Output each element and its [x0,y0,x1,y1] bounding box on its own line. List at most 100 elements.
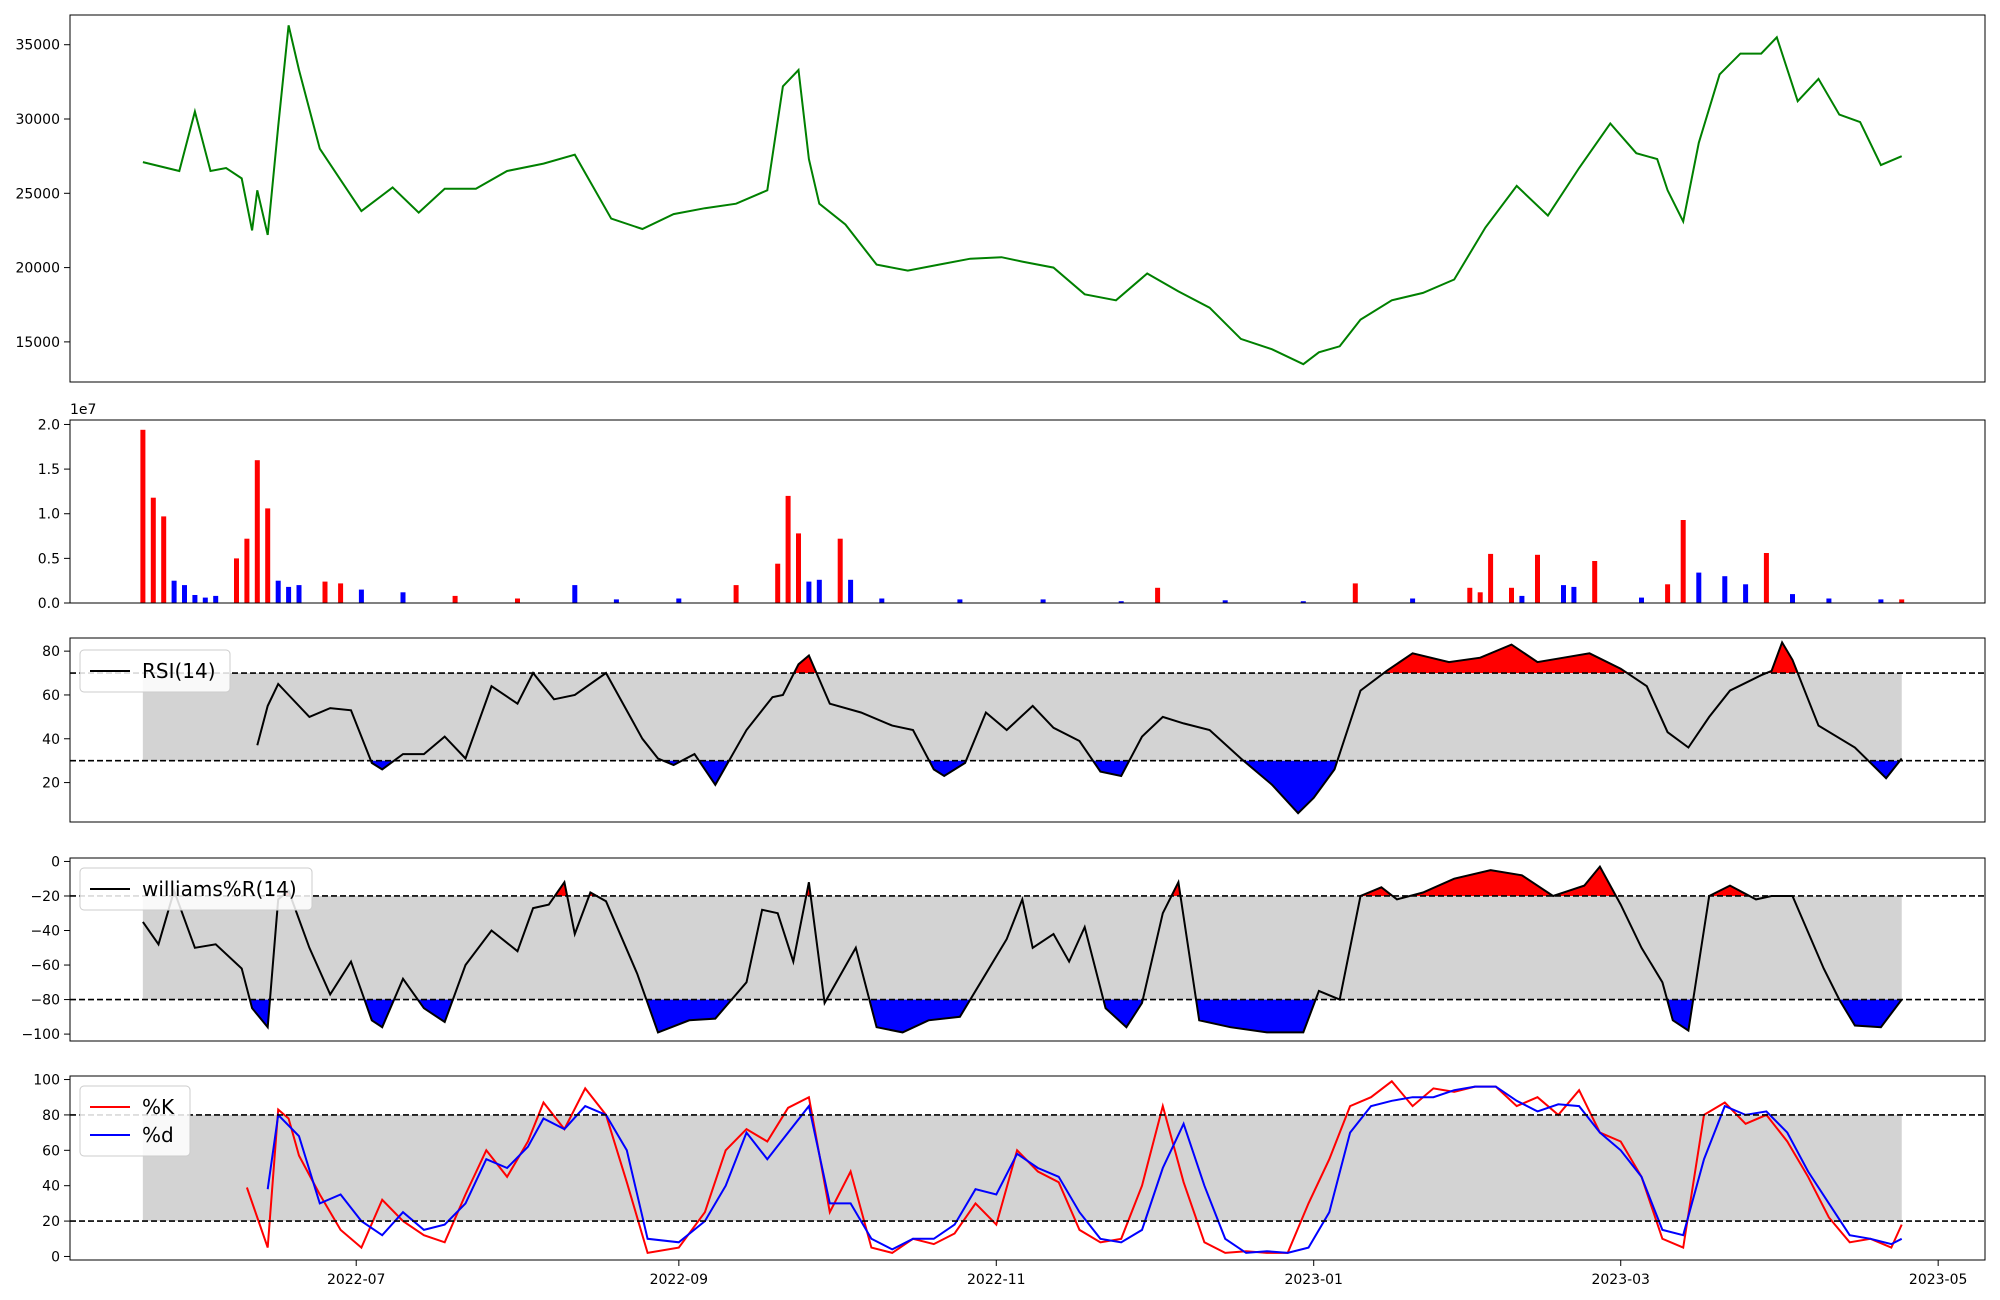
williams-legend-box [79,867,313,911]
volume-bar [796,533,801,603]
volume-bar [1826,598,1832,603]
volume-bar [1763,553,1769,603]
volume-bar [1665,584,1671,603]
rsi-oversold-fill [371,760,395,770]
volume-bar [202,597,208,603]
stochastic-ytick-label: 80 [42,1108,60,1124]
price-ytick-label: 25000 [15,186,60,202]
x-tick-label: 2023-05 [1909,1272,1968,1288]
williams-overbought-fill [1360,887,1393,896]
volume-ytick-label: 2.0 [38,417,60,433]
rsi-legend-box [79,649,231,693]
volume-ytick-label: 0.0 [38,596,60,612]
volume-bar [1899,599,1905,603]
williams-neutral-band [142,895,1902,1000]
williams-ytick-label: −20 [30,889,60,905]
volume-bar [452,595,458,603]
volume-bar [1561,585,1566,603]
x-tick-label: 2022-11 [967,1272,1026,1288]
williams-oversold-fill [1103,999,1143,1028]
volume-bar [1790,594,1795,603]
rsi-ytick-label: 60 [42,688,60,704]
rsi-oversold-fill [1092,760,1130,776]
rsi-oversold-fill [1243,760,1338,814]
williams-r-panel: −100 −80 −60 −40 −20 0 williams%R(14) [22,854,1986,1043]
x-tick-label: 2022-07 [327,1272,386,1288]
volume-bar [296,585,302,603]
price-ytick-label: 35000 [15,38,60,54]
volume-bar [161,516,167,603]
price-line [142,25,1903,366]
price-ytick-label: 20000 [15,261,60,277]
price-axes-frame [69,14,1986,383]
volume-bar [1118,601,1124,603]
stochastic-legend-label: %K [142,1095,175,1119]
stochastic-legend-box [79,1085,191,1157]
rsi-oversold-fill [698,760,729,785]
volume-bar [1155,587,1161,603]
volume-ytick-label: 1.5 [38,462,60,478]
williams-legend-label: williams%R(14) [142,877,297,901]
volume-bar [1410,598,1416,603]
price-ytick-label: 30000 [15,112,60,128]
williams-oversold-fill [869,999,971,1033]
williams-line [142,864,1903,1034]
williams-overbought-fill [1410,870,1554,896]
rsi-panel: 20 40 60 80 RSI(14) [42,637,1986,823]
williams-axes-frame [69,857,1986,1042]
volume-bar [1571,586,1577,603]
volume-scale-label: 1e7 [70,402,96,418]
stochastic-ytick-label: 0 [51,1249,60,1265]
rsi-overbought-fill [1383,644,1628,673]
volume-bar [265,508,271,603]
volume-bar [244,538,250,603]
williams-ytick-label: 0 [51,854,60,870]
volume-bar [1477,592,1483,603]
volume-bar [234,558,239,603]
volume-bar [1639,597,1644,603]
volume-bar [1222,600,1228,603]
volume-bar [275,580,281,603]
volume-bar [322,581,328,603]
williams-oversold-fill [417,999,453,1022]
volume-bar [806,581,812,603]
volume-bar [1878,599,1884,603]
volume-panel: 0.0 0.5 1.0 1.5 2.0 1e7 [38,402,1986,612]
volume-bar [1696,572,1702,603]
volume-bar [140,429,146,603]
rsi-overbought-fill [794,655,817,673]
rsi-overbought-fill [1766,642,1798,673]
volume-bar [1743,584,1749,603]
williams-oversold-fill [1667,999,1694,1031]
stochastic-ytick-label: 100 [33,1073,60,1089]
volume-bar [785,495,791,603]
stochastic-legend-label: %d [142,1123,174,1147]
volume-bar [879,598,885,603]
stochastic-ytick-label: 40 [42,1179,60,1195]
volume-bar [613,599,619,603]
volume-bar [1352,583,1358,603]
stochastic-ytick-label: 20 [42,1214,60,1230]
rsi-oversold-fill [1868,760,1900,779]
williams-ytick-label: −80 [30,993,60,1009]
williams-oversold-fill [646,999,732,1033]
stochastic-d-line [266,1085,1903,1254]
stochastic-panel: 0 20 40 60 80 100 %K %d 2022-07 2022-09 2022-11 202… [33,1073,1986,1288]
rsi-axes-frame [69,637,1986,823]
volume-bar [150,497,156,603]
williams-overbought-fill [1553,866,1616,896]
stochastic-ytick-label: 60 [42,1143,60,1159]
volume-bar [837,538,843,603]
volume-bar [1535,554,1540,603]
volume-bar [1467,587,1473,603]
rsi-ytick-label: 80 [42,644,60,660]
williams-oversold-fill [1196,999,1316,1033]
volume-bar [254,460,260,603]
volume-bar [957,599,963,603]
stochastic-axes-frame [69,1075,1986,1261]
price-panel: 15000 20000 25000 30000 35000 [15,14,1986,383]
volume-bar [1722,576,1728,603]
williams-ytick-label: −40 [30,924,60,940]
volume-bar [1488,553,1494,603]
volume-bar [515,598,520,603]
